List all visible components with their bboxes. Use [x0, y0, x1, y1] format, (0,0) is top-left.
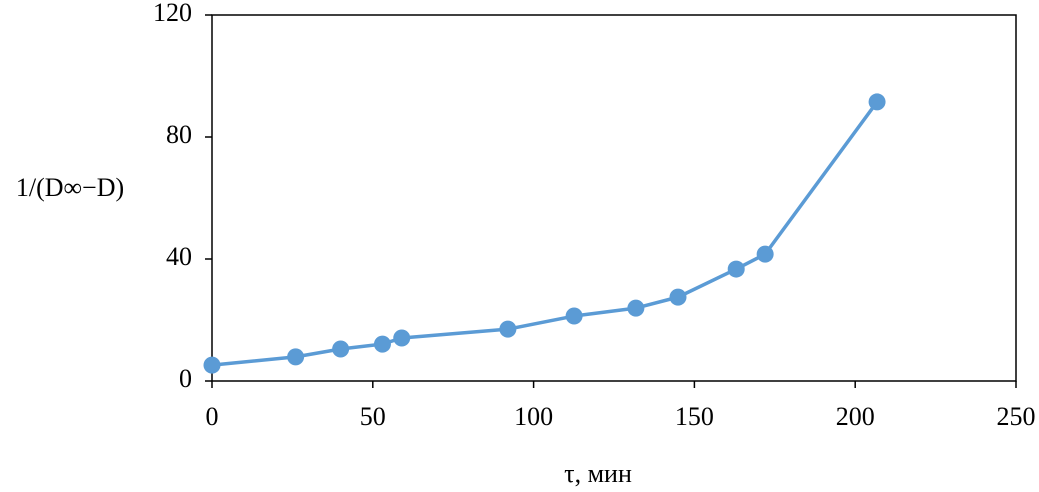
point: [756, 245, 774, 263]
plot-frame: [211, 14, 1017, 382]
point: [373, 335, 391, 353]
x-tick-label: 250: [997, 402, 1036, 431]
x-tick-label: 0: [206, 402, 219, 431]
point: [627, 299, 645, 317]
x-axis-label: τ, мин: [564, 459, 632, 488]
y-tick-label: 80: [166, 120, 192, 149]
point: [393, 329, 411, 347]
y-axis-label: 1/(D∞−D): [16, 173, 124, 202]
point: [868, 93, 886, 111]
point: [727, 260, 745, 278]
point: [499, 320, 517, 338]
point: [287, 348, 305, 366]
point: [565, 307, 583, 325]
point: [669, 288, 687, 306]
y-tick-label: 0: [179, 364, 192, 393]
x-tick-label: 150: [675, 402, 714, 431]
point: [203, 356, 221, 374]
x-tick-label: 100: [514, 402, 553, 431]
y-tick-label: 40: [166, 242, 192, 271]
x-tick-label: 200: [836, 402, 875, 431]
y-tick-label: 120: [153, 0, 192, 27]
point: [332, 340, 350, 358]
x-tick-label: 50: [360, 402, 386, 431]
series-line: [211, 100, 879, 367]
